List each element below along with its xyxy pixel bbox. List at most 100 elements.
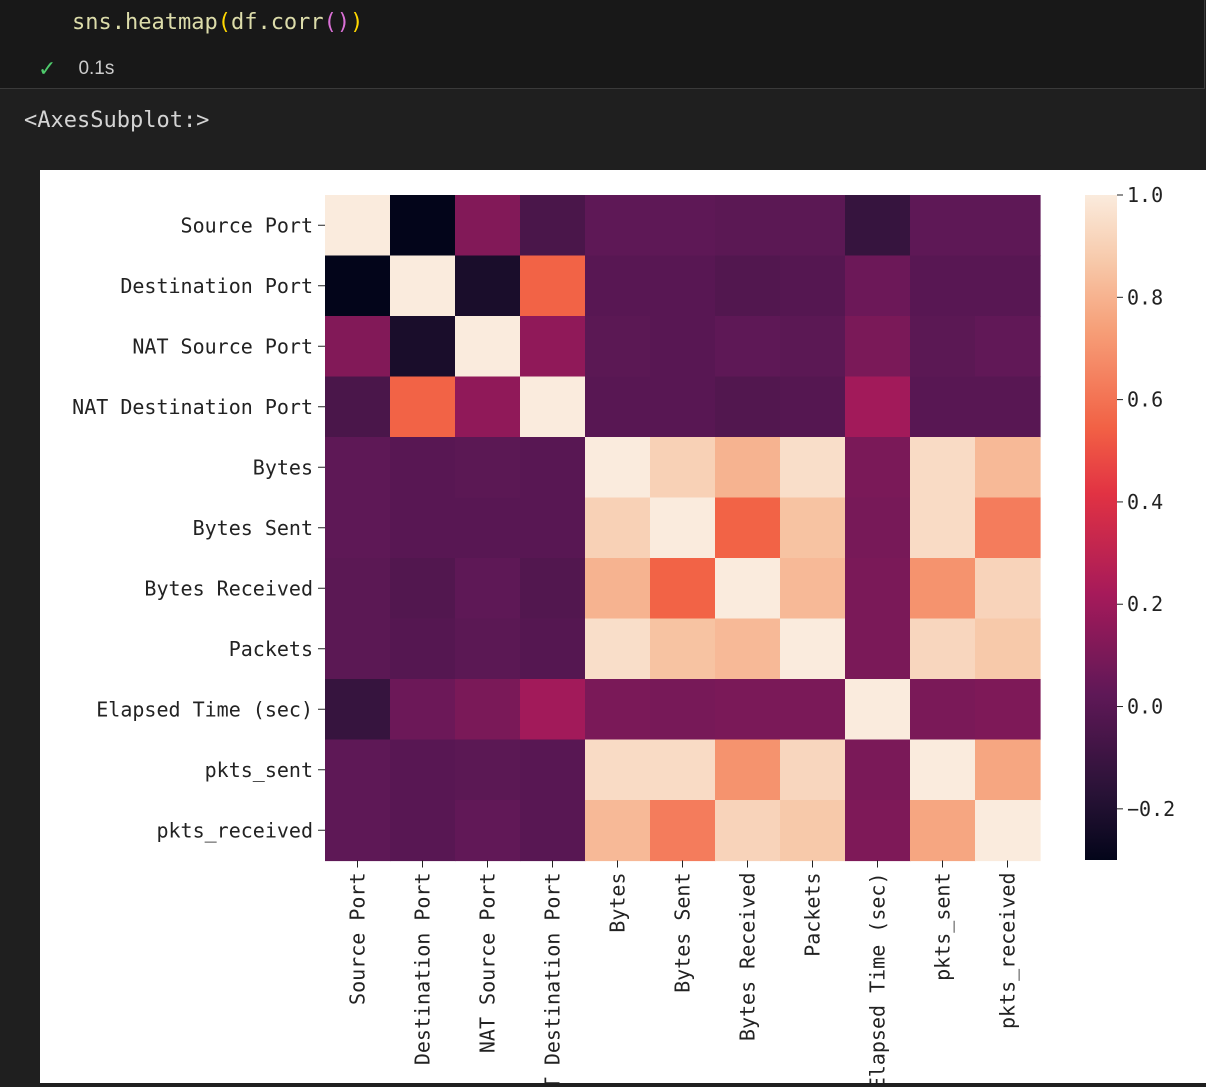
heatmap-cell xyxy=(650,497,716,559)
heatmap-cell xyxy=(650,618,716,680)
heatmap-cell xyxy=(780,800,846,862)
heatmap-cell xyxy=(650,316,716,378)
heatmap-cell xyxy=(585,739,651,801)
heatmap-cell xyxy=(455,618,521,680)
heatmap-cell xyxy=(910,195,976,257)
x-tick-label: Bytes xyxy=(606,873,630,933)
heatmap-cell xyxy=(845,255,911,317)
heatmap-cell xyxy=(715,376,781,438)
heatmap-figure: Source Port Destination Port NAT Source Po… xyxy=(40,170,1206,1087)
y-tick-label: pkts_received xyxy=(156,818,313,842)
heatmap-cell xyxy=(455,437,521,499)
heatmap-cell xyxy=(780,195,846,257)
code-paren-close-outer: ) xyxy=(350,10,364,35)
y-tick-label: pkts_sent xyxy=(205,758,313,782)
code-arg: df.corr xyxy=(230,10,324,35)
heatmap-cell xyxy=(975,497,1041,559)
heatmap-cell xyxy=(390,497,456,559)
x-tick-label: pkts_received xyxy=(996,873,1020,1030)
heatmap-cell xyxy=(910,558,976,620)
heatmap-cell xyxy=(390,800,456,862)
heatmap-cell xyxy=(520,679,586,741)
heatmap-cell xyxy=(390,376,456,438)
heatmap-cell xyxy=(325,739,391,801)
heatmap-cell xyxy=(975,618,1041,680)
heatmap-cell xyxy=(520,195,586,257)
heatmap-cell xyxy=(910,255,976,317)
heatmap-cell xyxy=(910,739,976,801)
code-cell[interactable]: sns.heatmap(df.corr()) ✓ 0.1s xyxy=(0,0,1205,89)
heatmap-cell xyxy=(780,376,846,438)
heatmap-cell xyxy=(390,618,456,680)
code-paren-close-inner: ) xyxy=(336,10,351,35)
heatmap-cell xyxy=(845,316,911,378)
heatmap-cell xyxy=(650,679,716,741)
execution-status: ✓ 0.1s xyxy=(38,56,114,82)
y-tick-label: Bytes Received xyxy=(144,576,313,600)
heatmap-cell xyxy=(780,316,846,378)
heatmap-cell xyxy=(390,558,456,620)
heatmap-cell xyxy=(910,800,976,862)
heatmap-cell xyxy=(325,800,391,862)
heatmap-cell xyxy=(845,497,911,559)
heatmap-cell xyxy=(455,497,521,559)
heatmap-cell xyxy=(845,679,911,741)
heatmap-cell xyxy=(455,255,521,317)
heatmap-cell xyxy=(520,316,586,378)
heatmap-cell xyxy=(975,316,1041,378)
heatmap-cell xyxy=(390,437,456,499)
heatmap-cell xyxy=(780,679,846,741)
heatmap-cell xyxy=(585,679,651,741)
heatmap-cell xyxy=(715,316,781,378)
heatmap-cell xyxy=(325,376,391,438)
heatmap-cell xyxy=(455,679,521,741)
x-tick-label: Destination Port xyxy=(411,873,435,1066)
heatmap-cell xyxy=(715,195,781,257)
colorbar-tick-label: 0.8 xyxy=(1127,285,1163,309)
code-paren-open-inner: ( xyxy=(323,10,337,35)
heatmap-cell xyxy=(845,739,911,801)
y-tick-label: Elapsed Time (sec) xyxy=(96,697,313,721)
heatmap-cell xyxy=(455,376,521,438)
heatmap-cell xyxy=(910,497,976,559)
heatmap-cell xyxy=(520,618,586,680)
heatmap-cell xyxy=(585,316,651,378)
heatmap-cell xyxy=(975,376,1041,438)
heatmap-cell xyxy=(390,316,456,378)
heatmap-cell xyxy=(780,618,846,680)
heatmap-cell xyxy=(650,739,716,801)
x-tick-label: Elapsed Time (sec) xyxy=(866,873,890,1084)
heatmap-cell xyxy=(715,618,781,680)
y-tick-label: NAT Source Port xyxy=(132,334,313,358)
y-tick-label: Bytes xyxy=(253,455,313,479)
heatmap-cell xyxy=(845,376,911,438)
heatmap-cell xyxy=(325,618,391,680)
code-paren-open-outer: ( xyxy=(217,10,231,35)
heatmap-cell xyxy=(780,558,846,620)
heatmap-cell xyxy=(910,679,976,741)
heatmap-cell xyxy=(325,679,391,741)
heatmap-cell xyxy=(650,800,716,862)
colorbar-tick-label: 0.6 xyxy=(1127,388,1163,412)
heatmap-cell xyxy=(845,800,911,862)
heatmap-cell xyxy=(650,376,716,438)
code-func: sns.heatmap xyxy=(72,10,218,35)
heatmap-cell xyxy=(845,618,911,680)
heatmap-cell xyxy=(325,437,391,499)
heatmap-cell xyxy=(325,255,391,317)
heatmap-cell xyxy=(975,739,1041,801)
y-tick-label: Destination Port xyxy=(120,274,313,298)
y-tick-label: Bytes Sent xyxy=(193,516,313,540)
checkmark-icon: ✓ xyxy=(38,56,57,81)
colorbar-tick-label: 0.0 xyxy=(1127,695,1163,719)
heatmap-cell xyxy=(455,316,521,378)
x-tick-label: Bytes Sent xyxy=(671,873,695,993)
x-tick-label: pkts_sent xyxy=(931,873,955,981)
execution-time: 0.1s xyxy=(78,58,115,79)
heatmap-cell xyxy=(455,195,521,257)
output-repr: <AxesSubplot:> xyxy=(24,108,210,133)
heatmap-cell xyxy=(715,255,781,317)
heatmap-cell xyxy=(715,739,781,801)
code-line[interactable]: sns.heatmap(df.corr()) xyxy=(72,10,363,35)
heatmap-cell xyxy=(585,618,651,680)
